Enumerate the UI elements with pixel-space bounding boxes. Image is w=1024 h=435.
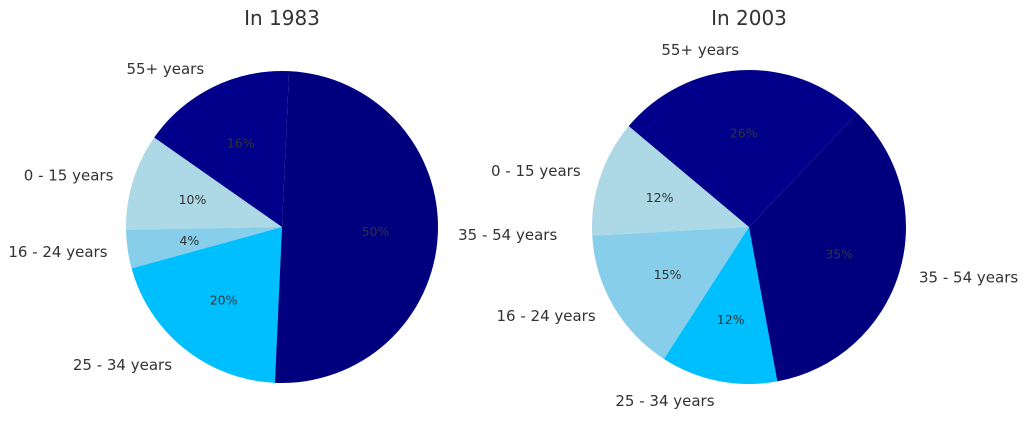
category-label-1983-16-24-years: 16 - 24 years — [8, 243, 107, 261]
category-label-2003-25-34-years: 25 - 34 years — [615, 392, 714, 410]
category-label-2003-16-24-years: 16 - 24 years — [496, 307, 595, 325]
pie-chart-1983: In 1983 10% 0 - 15 years 4% 16 - 24 years 20… — [8, 6, 557, 384]
category-label-1983-0-15-years: 0 - 15 years — [24, 166, 114, 184]
category-label-1983-55-years: 55+ years — [126, 60, 204, 78]
pie-slice-2003-0-15-years — [591, 126, 749, 236]
pie-slice-1983-25-34-years — [131, 227, 282, 383]
pie-slice-2003-16-24-years — [592, 227, 749, 359]
pie-slice-1983-16-24-years — [126, 227, 283, 269]
pct-label-2003-55-years: 26% — [730, 125, 758, 140]
pie-slice-1983-55-years — [154, 70, 290, 227]
chart-title-2003: In 2003 — [711, 6, 787, 30]
pie-slice-2003-25-34-years — [663, 227, 778, 384]
pct-label-2003-16-24-years: 15% — [654, 267, 682, 282]
pie-slice-2003-35-54-years — [749, 113, 906, 382]
pct-label-1983-0-15-years: 10% — [179, 192, 207, 207]
chart-title-1983: In 1983 — [244, 6, 320, 30]
pie-chart-2003: In 2003 12% 0 - 15 years 15% 16 - 24 years 1… — [491, 6, 1018, 410]
category-label-1983-25-34-years: 25 - 34 years — [73, 356, 172, 374]
pct-label-1983-25-34-years: 20% — [210, 293, 238, 308]
category-label-2003-55-years: 55+ years — [661, 41, 739, 59]
pct-label-1983-55-years: 16% — [227, 136, 255, 151]
pie-slice-1983-0-15-years — [125, 137, 282, 230]
pct-label-1983-35-54-years: 50% — [362, 224, 390, 239]
category-label-2003-35-54-years: 35 - 54 years — [919, 269, 1018, 287]
pct-label-2003-25-34-years: 12% — [717, 312, 745, 327]
pct-label-2003-35-54-years: 35% — [825, 246, 853, 261]
pct-label-1983-16-24-years: 4% — [179, 233, 199, 248]
pie-slice-1983-35-54-years — [274, 71, 439, 384]
category-label-1983-35-54-years: 35 - 54 years — [458, 226, 557, 244]
pie-slice-2003-55-years — [628, 70, 858, 227]
category-label-2003-0-15-years: 0 - 15 years — [491, 162, 581, 180]
pct-label-2003-0-15-years: 12% — [646, 190, 674, 205]
